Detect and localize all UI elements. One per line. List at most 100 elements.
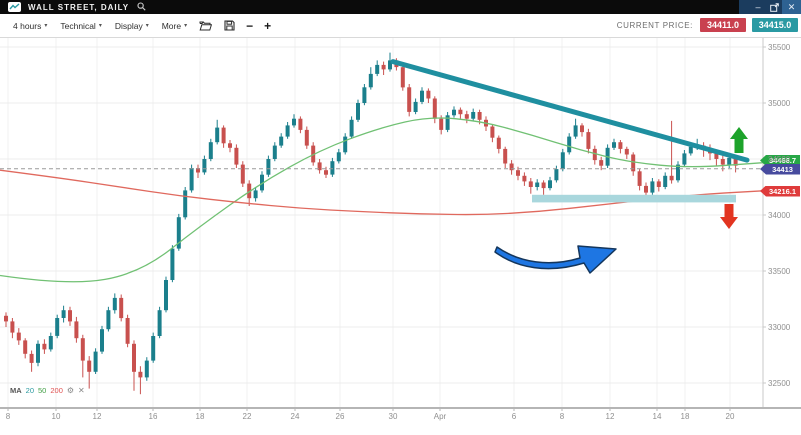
candle-body (714, 153, 719, 159)
ma-period-20: 20 (25, 386, 35, 395)
candle-body (317, 162, 322, 171)
current-price-tag: 34413 (760, 163, 800, 175)
candle-body (144, 360, 149, 378)
candle-body (458, 109, 463, 115)
open-folder-icon[interactable] (199, 21, 213, 31)
candle-body (234, 147, 239, 165)
remove-indicator-icon[interactable]: ✕ (78, 386, 85, 395)
candle-body (356, 103, 360, 120)
candle-body (682, 153, 687, 165)
window-controls: – ✕ (739, 0, 801, 14)
price-axis-label: 34500 (768, 155, 791, 164)
candle-body (599, 160, 604, 166)
time-axis-label: 16 (148, 412, 158, 421)
candle-body (439, 118, 444, 130)
time-axis-label: 14 (652, 412, 662, 421)
candle-body (432, 98, 437, 119)
window-title: WALL STREET, DAILY (28, 2, 130, 12)
candle-body (87, 360, 92, 372)
candle-body (176, 217, 181, 249)
ma-legend-label: MA (10, 386, 22, 395)
candle-body (727, 157, 732, 165)
candle-body (125, 318, 130, 344)
current-price-label: CURRENT PRICE: (616, 20, 693, 30)
candle-body (74, 321, 79, 339)
candle-body (490, 126, 495, 138)
price-axis-label: 32500 (768, 379, 791, 388)
ma-red-price-tag: 34216.1 (760, 185, 800, 197)
time-axis-label: 26 (335, 412, 345, 421)
gear-icon[interactable]: ⚙ (66, 386, 75, 395)
candle-body (388, 60, 392, 70)
support-zone (532, 194, 736, 203)
zoom-out-button[interactable]: − (246, 18, 254, 33)
search-icon[interactable] (137, 0, 146, 16)
candle-body (631, 154, 636, 172)
candle-body (471, 112, 476, 119)
zoom-in-button[interactable]: + (264, 18, 272, 33)
price-axis-label: 33000 (768, 323, 791, 332)
candle-body (285, 125, 290, 137)
minimize-button[interactable]: – (755, 2, 761, 12)
time-axis-label: 30 (388, 412, 398, 421)
time-axis-label: 20 (725, 412, 735, 421)
timeframe-dropdown[interactable]: 4 hours ▾ (13, 21, 47, 31)
chart-area[interactable]: 34466.7 34413 34216.1 MA 20 50 200 ⚙ ✕ 3… (0, 38, 801, 435)
candle-body (260, 174, 264, 191)
candle-body (330, 161, 335, 175)
buy-price-button[interactable]: 34415.0 (752, 18, 798, 32)
candle-body (368, 73, 373, 88)
menu-label: Display (114, 20, 143, 31)
candle-body (516, 170, 520, 176)
sell-price-button[interactable]: 34411.0 (700, 18, 746, 32)
chevron-down-icon: ▾ (98, 23, 102, 29)
candle-body (119, 297, 124, 319)
display-menu[interactable]: Display ▾ (115, 21, 149, 31)
candle-body (221, 127, 226, 144)
technical-menu[interactable]: Technical ▾ (60, 21, 101, 31)
save-icon[interactable] (224, 20, 235, 31)
candle-body (420, 90, 424, 102)
candle-body (618, 142, 623, 149)
time-axis-label: 8 (559, 412, 565, 421)
title-bar: WALL STREET, DAILY – ✕ (0, 0, 801, 14)
candle-body (196, 168, 200, 173)
candle-body (106, 310, 111, 330)
candlestick-plot[interactable] (0, 38, 801, 435)
trendline (390, 59, 750, 163)
popout-button[interactable] (766, 0, 782, 14)
candle-body (560, 152, 565, 170)
candle-body (452, 109, 456, 116)
ma200-line (0, 169, 764, 216)
candle-body (592, 148, 597, 161)
time-axis-label: 24 (290, 412, 300, 421)
candle-body (304, 129, 309, 146)
menu-label: Technical (60, 20, 96, 31)
chevron-down-icon: ▾ (44, 23, 48, 29)
candle-body (509, 163, 514, 171)
candle-body (292, 118, 296, 126)
candle-body (61, 310, 66, 318)
up-arrow (730, 127, 748, 153)
candle-body (349, 119, 354, 137)
down-arrow (720, 204, 738, 229)
candle-body (279, 136, 284, 146)
candle-body (36, 343, 40, 363)
candle-body (669, 175, 674, 181)
candle-body (10, 321, 15, 333)
price-axis-label: 33500 (768, 267, 791, 276)
candle-body (580, 125, 584, 133)
candle-body (324, 170, 328, 175)
candle-body (400, 67, 405, 88)
more-menu[interactable]: More ▾ (162, 21, 187, 31)
candle-body (151, 336, 156, 361)
candle-body (164, 280, 168, 311)
candle-body (228, 143, 232, 148)
candle-body (413, 101, 418, 112)
candle-body (375, 64, 380, 74)
candle-body (215, 127, 220, 143)
candle-body (624, 148, 629, 155)
current-price-group: CURRENT PRICE: 34411.0 34415.0 (617, 18, 798, 32)
close-button[interactable]: ✕ (782, 0, 801, 14)
price-axis-label: 35500 (768, 43, 791, 52)
